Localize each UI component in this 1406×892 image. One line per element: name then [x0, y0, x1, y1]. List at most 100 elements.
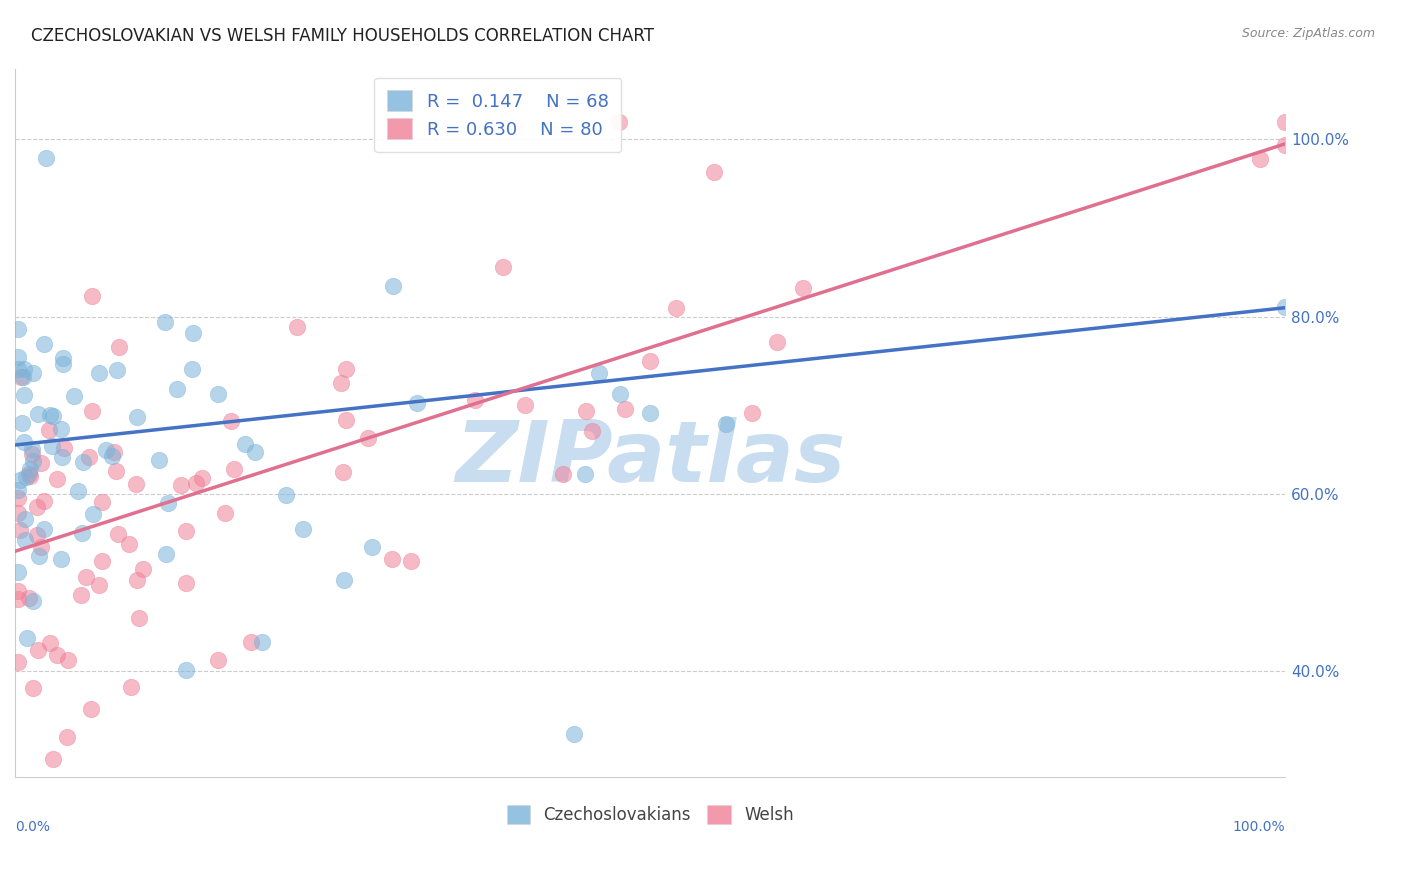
Point	[42, 752, 65, 766]
Point	[87, 367, 110, 381]
Point	[34, 337, 56, 351]
Point	[18, 468, 41, 483]
Point	[291, 522, 314, 536]
Point	[103, 445, 125, 459]
Point	[22, 366, 45, 380]
Point	[72, 455, 94, 469]
Point	[174, 663, 197, 677]
Point	[94, 443, 117, 458]
Point	[80, 289, 103, 303]
Point	[80, 702, 103, 716]
Point	[30, 540, 52, 554]
Point	[52, 441, 75, 455]
Point	[638, 353, 661, 368]
Point	[11, 370, 34, 384]
Point	[357, 431, 380, 445]
Point	[14, 512, 37, 526]
Point	[6, 656, 28, 670]
Point	[104, 464, 127, 478]
Point	[62, 389, 84, 403]
Point	[335, 413, 357, 427]
Point	[233, 437, 256, 451]
Point	[148, 453, 170, 467]
Point	[32, 494, 55, 508]
Point	[14, 533, 37, 547]
Point	[128, 610, 150, 624]
Point	[125, 410, 148, 425]
Point	[45, 648, 67, 663]
Point	[25, 528, 48, 542]
Point	[125, 476, 148, 491]
Point	[492, 260, 515, 274]
Point	[15, 470, 38, 484]
Point	[27, 407, 49, 421]
Point	[35, 151, 58, 165]
Point	[332, 465, 354, 479]
Point	[240, 635, 263, 649]
Point	[120, 680, 142, 694]
Point	[18, 591, 41, 606]
Point	[18, 462, 41, 476]
Point	[6, 350, 28, 364]
Point	[32, 522, 55, 536]
Point	[181, 326, 204, 341]
Point	[335, 362, 357, 376]
Point	[7, 362, 30, 376]
Point	[207, 653, 229, 667]
Point	[66, 483, 89, 498]
Point	[574, 467, 596, 481]
Point	[107, 527, 129, 541]
Point	[155, 314, 177, 328]
Point	[56, 730, 79, 744]
Point	[703, 164, 725, 178]
Text: 100.0%: 100.0%	[1233, 820, 1285, 834]
Point	[13, 362, 35, 376]
Point	[132, 562, 155, 576]
Point	[245, 445, 267, 459]
Point	[250, 634, 273, 648]
Point	[664, 301, 686, 316]
Point	[588, 366, 610, 380]
Point	[42, 409, 65, 423]
Text: Source: ZipAtlas.com: Source: ZipAtlas.com	[1241, 27, 1375, 40]
Point	[741, 406, 763, 420]
Point	[174, 524, 197, 538]
Point	[276, 488, 298, 502]
Point	[21, 593, 44, 607]
Point	[6, 591, 28, 606]
Point	[361, 540, 384, 554]
Point	[51, 422, 73, 436]
Point	[51, 450, 73, 465]
Point	[207, 387, 229, 401]
Point	[25, 500, 48, 514]
Point	[90, 495, 112, 509]
Point	[6, 565, 28, 579]
Point	[22, 681, 45, 695]
Point	[562, 727, 585, 741]
Point	[90, 553, 112, 567]
Point	[30, 456, 52, 470]
Point	[382, 279, 405, 293]
Point	[551, 467, 574, 481]
Point	[1274, 114, 1296, 128]
Text: ZIPatlas: ZIPatlas	[456, 417, 845, 500]
Point	[8, 523, 31, 537]
Legend: Czechoslovakians, Welsh: Czechoslovakians, Welsh	[498, 797, 801, 832]
Point	[52, 351, 75, 365]
Point	[13, 435, 35, 450]
Point	[7, 491, 30, 506]
Point	[1249, 153, 1271, 167]
Point	[75, 570, 97, 584]
Point	[581, 424, 603, 438]
Point	[6, 322, 28, 336]
Point	[515, 398, 537, 412]
Point	[38, 424, 60, 438]
Point	[108, 340, 131, 354]
Point	[8, 474, 31, 488]
Point	[607, 114, 630, 128]
Point	[638, 406, 661, 420]
Point	[716, 417, 738, 431]
Point	[15, 631, 38, 645]
Point	[180, 362, 202, 376]
Point	[156, 495, 179, 509]
